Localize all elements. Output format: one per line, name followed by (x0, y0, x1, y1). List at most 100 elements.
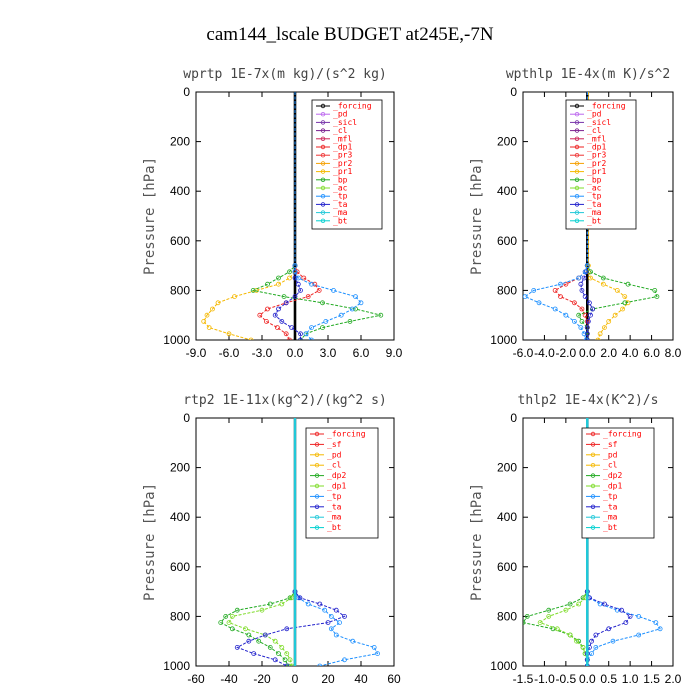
legend-entry: _dp1 (333, 143, 352, 152)
legend-marker (590, 515, 596, 520)
series-point (248, 337, 254, 340)
series-point (281, 294, 287, 300)
legend-entry: _pd (327, 450, 342, 459)
legend-marker (320, 120, 326, 125)
legend-marker (314, 483, 320, 489)
legend-marker (574, 169, 580, 174)
series-point (328, 614, 334, 619)
series-point (287, 657, 293, 663)
legend-entry: _pr2 (333, 159, 352, 168)
legend-marker (574, 111, 580, 117)
series-point (579, 287, 585, 293)
legend-entry: _bp (333, 175, 348, 184)
series-point (572, 300, 577, 306)
series-point (587, 300, 592, 306)
series-point (590, 306, 596, 312)
legend-entry: _tp (603, 492, 618, 501)
series-point (292, 294, 298, 300)
series-point (371, 645, 377, 650)
series-line (203, 92, 296, 340)
x-tick-label: -4.0 (534, 346, 555, 360)
series-point (623, 620, 629, 625)
series-point (582, 312, 588, 318)
series-point (524, 614, 530, 619)
legend-marker (320, 111, 326, 117)
series-point (298, 337, 303, 340)
y-tick-label: 800 (497, 283, 517, 297)
series-point (259, 607, 265, 613)
legend-marker (590, 504, 596, 509)
legend-entry: _bt (603, 523, 618, 532)
series-point (567, 632, 573, 638)
series-point (350, 638, 356, 644)
legend-entry: _sicl (333, 118, 357, 127)
series-point (653, 620, 659, 625)
series-point (234, 607, 240, 613)
legend-marker (590, 494, 596, 499)
legend-marker (574, 202, 580, 207)
series-point (580, 645, 586, 650)
y-tick-label: 400 (170, 510, 190, 524)
figure-title: cam144_lscale BUDGET at245E,-7N (206, 24, 493, 45)
series-point (622, 300, 628, 306)
series-point (204, 312, 210, 318)
series-point (597, 331, 603, 337)
series-point (251, 651, 257, 656)
series-point (303, 331, 309, 337)
legend-marker (590, 442, 596, 447)
series-point (223, 614, 229, 619)
series-point (316, 287, 322, 293)
y-tick-label: 1000 (163, 659, 190, 673)
x-tick-label: 0.0 (287, 346, 304, 360)
series-point (358, 300, 364, 306)
series-point (342, 614, 347, 619)
series-point (276, 306, 281, 312)
series-point (267, 645, 273, 650)
series-point (584, 325, 590, 331)
series-point (297, 595, 303, 601)
series-point (546, 607, 552, 613)
series-point (595, 337, 601, 340)
legend-entry: _ta (327, 502, 342, 511)
x-tick-label: 9.0 (386, 346, 403, 360)
legend-marker (574, 136, 580, 141)
y-axis-label: Pressure [hPa] (469, 157, 485, 275)
series-line (220, 418, 296, 666)
series-point (576, 275, 582, 281)
legend-entry: _ta (587, 200, 602, 209)
legend-entry: _sf (603, 440, 618, 449)
y-tick-label: 600 (170, 234, 190, 248)
legend-entry: _pr3 (333, 151, 352, 160)
x-tick-label: -1.5 (513, 672, 534, 686)
series-point (567, 601, 573, 607)
legend-entry: _pr1 (333, 167, 352, 176)
x-tick-label: 8.0 (665, 346, 682, 360)
panel-title: rtp2 1E-11x(kg^2)/(kg^2 s) (183, 393, 387, 408)
legend: _forcing_pd_sicl_cl_mfl_dp1_pr3_pr2_pr1_… (311, 99, 383, 230)
series-point (292, 263, 298, 269)
series-point (333, 632, 339, 638)
series-point (272, 312, 278, 318)
series-point (226, 620, 232, 625)
legend-entry: _ma (603, 513, 618, 522)
y-tick-label: 1000 (490, 333, 517, 347)
series-point (349, 306, 355, 312)
legend-marker (574, 120, 580, 125)
series-line (259, 92, 320, 340)
series-point (328, 626, 334, 632)
series-point (265, 306, 270, 312)
series-point (287, 269, 292, 275)
series-point (652, 287, 658, 293)
legend-marker (574, 218, 580, 223)
legend-marker (314, 494, 320, 499)
series-point (600, 275, 606, 281)
y-axis-label: Pressure [hPa] (469, 483, 485, 601)
legend-entry: _ma (327, 513, 342, 522)
legend-marker (574, 193, 580, 199)
legend: _forcing_pd_sicl_cl_mfl_dp1_pr3_pr2_pr1_… (565, 99, 637, 230)
y-axis-label: Pressure [hPa] (142, 157, 158, 275)
x-tick-label: -60 (187, 672, 205, 686)
x-tick-label: -3.0 (252, 346, 273, 360)
panel-title: thlp2 1E-4x(K^2)/s (518, 393, 659, 408)
x-tick-label: -0.5 (556, 672, 577, 686)
